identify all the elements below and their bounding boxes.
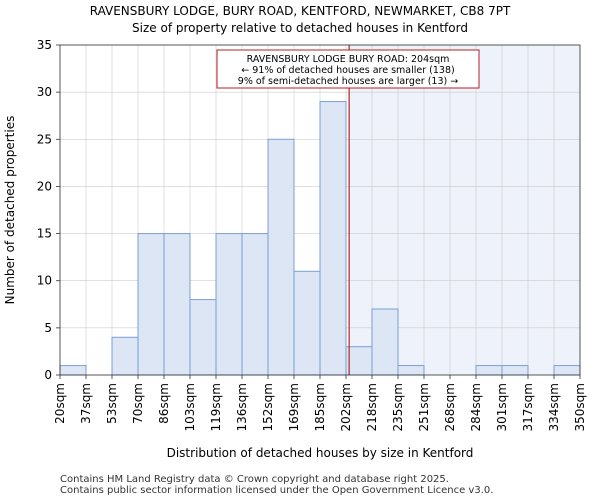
- x-tick-label: 218sqm: [365, 383, 379, 431]
- bar-235sqm: [397, 365, 425, 376]
- x-tick-label: 86sqm: [157, 383, 171, 424]
- annotation-border: [216, 49, 480, 89]
- bar-185sqm: [319, 101, 347, 376]
- bar-152sqm: [267, 138, 295, 376]
- y-tick-label: 15: [37, 227, 52, 241]
- x-tick-label: 268sqm: [443, 383, 457, 431]
- bar-20sqm: [59, 365, 87, 376]
- chart-subtitle: Size of property relative to detached ho…: [132, 21, 468, 35]
- bar-202sqm: [345, 346, 373, 376]
- annotation-line-2: ← 91% of detached houses are smaller (13…: [241, 65, 454, 76]
- x-tick-label: 169sqm: [287, 383, 301, 431]
- bar-284sqm: [475, 365, 503, 376]
- x-tick-label: 235sqm: [391, 383, 405, 431]
- y-tick-label: 5: [44, 321, 52, 335]
- bar-119sqm: [215, 233, 243, 376]
- bar-136sqm: [241, 233, 269, 376]
- bar-53sqm: [111, 336, 139, 376]
- footer-line-2: Contains public sector information licen…: [60, 485, 494, 496]
- x-tick-label: 202sqm: [339, 383, 353, 431]
- y-tick-labels: 0 5 10 15 20 25 30 35: [37, 38, 60, 382]
- x-tick-label: 185sqm: [313, 383, 327, 431]
- y-tick-label: 10: [37, 274, 52, 288]
- x-tick-label: 301sqm: [495, 383, 509, 431]
- annotation-line-3: 9% of semi-detached houses are larger (1…: [238, 76, 458, 87]
- x-axis-label: Distribution of detached houses by size …: [167, 446, 474, 460]
- y-tick-label: 20: [37, 179, 52, 193]
- y-tick-label: 0: [44, 368, 52, 382]
- x-tick-label: 20sqm: [53, 383, 67, 424]
- x-tick-label: 317sqm: [521, 383, 535, 431]
- x-tick-label: 350sqm: [573, 383, 587, 431]
- x-tick-label: 152sqm: [261, 383, 275, 431]
- x-tick-label: 251sqm: [417, 383, 431, 431]
- y-axis-label: Number of detached properties: [3, 116, 17, 305]
- y-tick-label: 25: [37, 132, 52, 146]
- x-tick-label: 37sqm: [79, 383, 93, 424]
- bar-70sqm: [137, 233, 165, 376]
- x-tick-label: 103sqm: [183, 383, 197, 431]
- bar-103sqm: [189, 299, 217, 376]
- bar-301sqm: [501, 365, 529, 376]
- x-tick-label: 70sqm: [131, 383, 145, 424]
- x-tick-label: 284sqm: [469, 383, 483, 431]
- x-tick-label: 53sqm: [105, 383, 119, 424]
- chart-title: RAVENSBURY LODGE, BURY ROAD, KENTFORD, N…: [90, 4, 511, 18]
- annotation-box: RAVENSBURY LODGE BURY ROAD: 204sqm ← 91%…: [216, 49, 480, 89]
- bar-218sqm: [371, 308, 399, 376]
- bar-86sqm: [163, 233, 191, 376]
- bars: [59, 101, 581, 376]
- footer-line-1: Contains HM Land Registry data © Crown c…: [60, 474, 449, 485]
- x-tick-label: 334sqm: [547, 383, 561, 431]
- x-tick-label: 136sqm: [235, 383, 249, 431]
- bar-334sqm: [553, 365, 581, 376]
- x-tick-label: 119sqm: [209, 383, 223, 431]
- x-tick-labels: 20sqm 37sqm 53sqm 70sqm 86sqm 103sqm 119sqm 136…: [53, 375, 587, 431]
- bar-169sqm: [293, 270, 321, 376]
- y-tick-label: 30: [37, 85, 52, 99]
- y-tick-label: 35: [37, 38, 52, 52]
- annotation-line-1: RAVENSBURY LODGE BURY ROAD: 204sqm: [247, 54, 450, 65]
